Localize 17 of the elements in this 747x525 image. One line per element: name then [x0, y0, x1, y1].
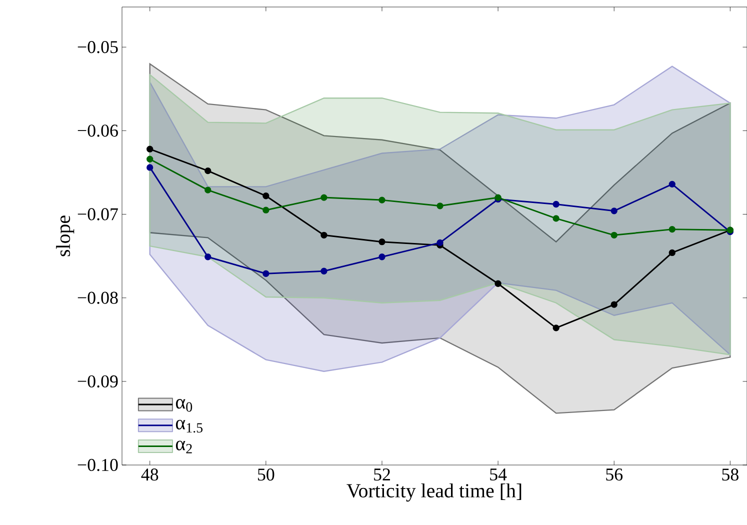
- x-tick-label: 48: [141, 468, 158, 481]
- y-axis-title: slope: [56, 216, 74, 256]
- legend-label: α$_{0}$: [176, 399, 192, 412]
- x-tick-label: 50: [258, 468, 274, 481]
- y-tick-label: −0.06: [78, 124, 118, 137]
- y-tick-label: −0.07: [78, 208, 118, 220]
- x-axis-title: Vorticity lead time [h]: [346, 483, 522, 502]
- legend-label: α$_{1.5}$: [176, 420, 203, 433]
- y-tick-label: −0.09: [78, 375, 118, 388]
- x-tick-label: 58: [722, 468, 738, 481]
- x-tick-label: 56: [606, 468, 623, 481]
- legend-label: α$_{2}$: [176, 440, 192, 454]
- x-tick-label: 54: [490, 468, 507, 480]
- y-tick-label: −0.05: [78, 41, 118, 54]
- x-tick-label: 52: [374, 468, 390, 481]
- y-tick-label: −0.10: [78, 458, 118, 472]
- y-tick-label: −0.08: [78, 292, 118, 304]
